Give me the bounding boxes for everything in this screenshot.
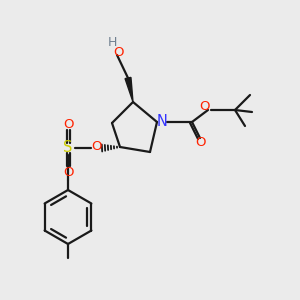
Text: O: O [92,140,102,154]
Text: O: O [63,118,73,130]
Polygon shape [125,77,133,102]
Text: O: O [196,136,206,149]
Text: O: O [114,46,124,59]
Text: S: S [63,140,73,155]
Text: N: N [157,115,167,130]
Text: O: O [63,166,73,178]
Text: H: H [107,37,117,50]
Text: O: O [199,100,209,112]
